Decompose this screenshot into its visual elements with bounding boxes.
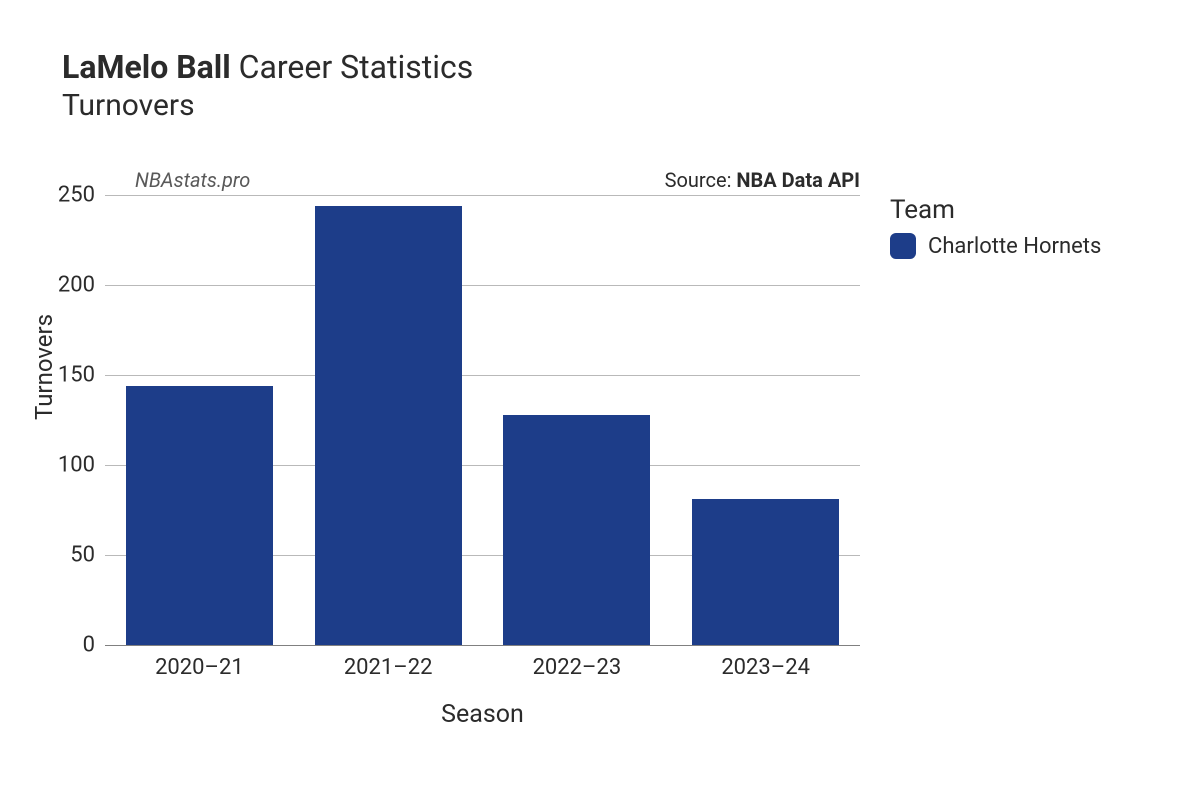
y-tick-label: 200: [58, 273, 105, 298]
bar: [126, 386, 273, 645]
y-axis-label: Turnovers: [30, 314, 58, 420]
y-tick-label: 250: [58, 183, 105, 208]
watermark-text: NBAstats.pro: [135, 168, 250, 192]
chart-title: LaMelo Ball Career Statistics: [62, 48, 473, 86]
gridline: [105, 375, 860, 376]
gridline: [105, 195, 860, 196]
source-prefix: Source:: [665, 168, 737, 192]
bar: [315, 206, 462, 645]
source-name: NBA Data API: [736, 168, 860, 192]
x-axis-line: [105, 645, 860, 646]
legend: Team Charlotte Hornets: [890, 195, 1101, 259]
x-axis-label: Season: [105, 700, 860, 729]
x-tick-label: 2020–21: [155, 645, 244, 680]
legend-title: Team: [890, 195, 1101, 225]
chart-container: LaMelo Ball Career Statistics Turnovers …: [0, 0, 1200, 800]
x-tick-label: 2021–22: [344, 645, 433, 680]
y-tick-label: 50: [70, 543, 105, 568]
legend-swatch: [890, 233, 916, 259]
source-attribution: Source: NBA Data API: [560, 168, 860, 192]
gridline: [105, 285, 860, 286]
legend-items: Charlotte Hornets: [890, 233, 1101, 259]
plot-area: 0501001502002502020–212021–222022–232023…: [105, 195, 860, 645]
x-tick-label: 2022–23: [533, 645, 622, 680]
title-block: LaMelo Ball Career Statistics Turnovers: [62, 48, 473, 123]
bar: [503, 415, 650, 645]
title-bold: LaMelo Ball: [62, 48, 231, 86]
title-rest: Career Statistics: [231, 48, 474, 86]
x-tick-label: 2023–24: [721, 645, 810, 680]
legend-label: Charlotte Hornets: [928, 234, 1101, 259]
chart-subtitle: Turnovers: [62, 88, 473, 123]
y-tick-label: 100: [58, 453, 105, 478]
y-tick-label: 0: [83, 633, 105, 658]
bar: [692, 499, 839, 645]
y-tick-label: 150: [58, 363, 105, 388]
legend-item: Charlotte Hornets: [890, 233, 1101, 259]
